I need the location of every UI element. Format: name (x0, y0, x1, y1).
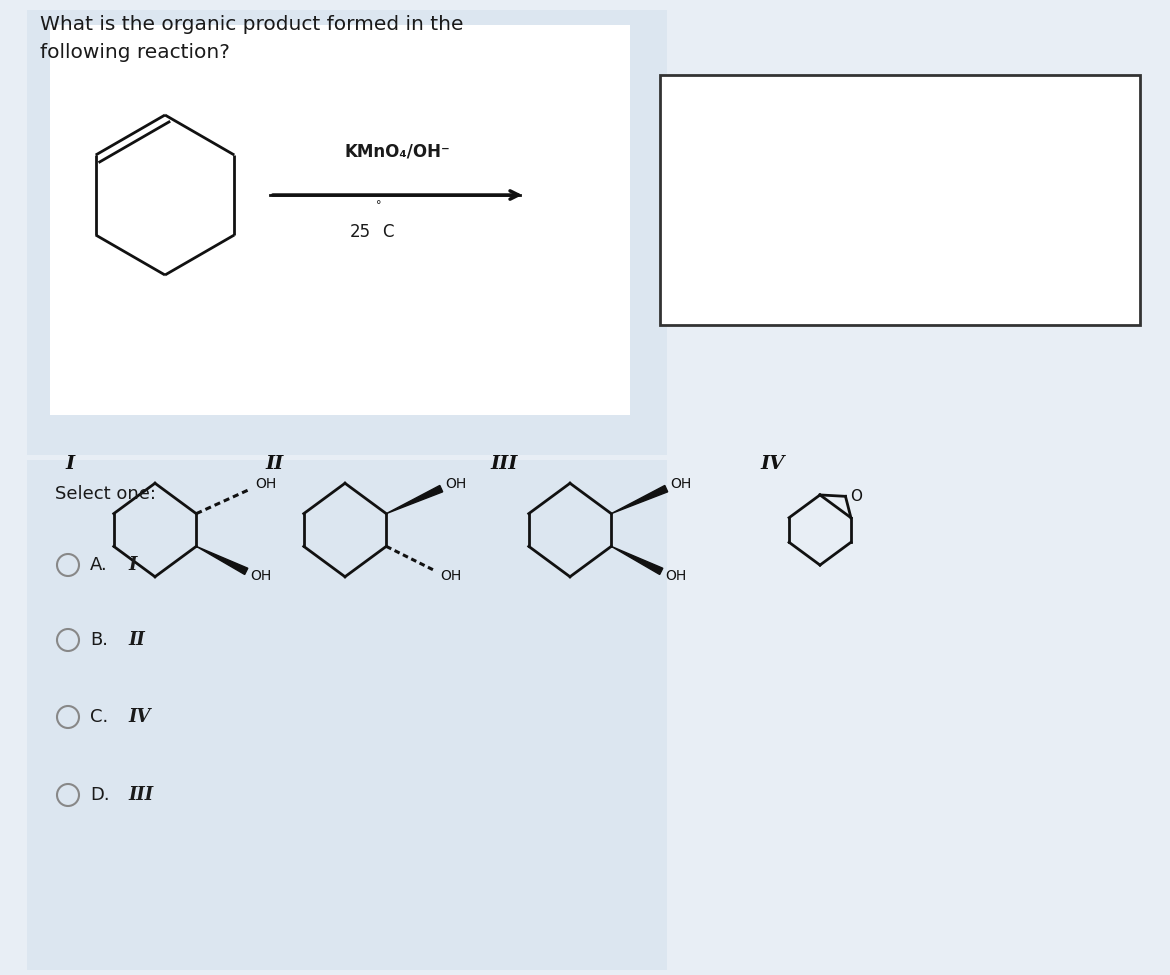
Text: II: II (128, 631, 145, 649)
FancyBboxPatch shape (27, 10, 667, 455)
FancyBboxPatch shape (27, 460, 667, 970)
Polygon shape (611, 546, 663, 574)
FancyBboxPatch shape (660, 75, 1140, 325)
Text: OH: OH (255, 477, 276, 490)
Polygon shape (197, 546, 248, 574)
Text: A.: A. (90, 556, 108, 574)
Text: Select one:: Select one: (55, 485, 156, 503)
Text: B.: B. (90, 631, 108, 649)
Text: C: C (381, 223, 393, 241)
Text: OH: OH (670, 477, 691, 490)
Text: D.: D. (90, 786, 110, 804)
Text: OH: OH (250, 569, 271, 583)
Text: I: I (66, 455, 74, 473)
Polygon shape (611, 486, 668, 514)
FancyBboxPatch shape (50, 25, 629, 415)
Text: following reaction?: following reaction? (40, 43, 229, 62)
Text: C.: C. (90, 708, 109, 726)
Text: III: III (128, 786, 153, 804)
Text: 25: 25 (350, 223, 371, 241)
Text: OH: OH (440, 569, 461, 583)
Text: What is the organic product formed in the: What is the organic product formed in th… (40, 15, 463, 34)
Text: OH: OH (446, 477, 467, 490)
Text: III: III (490, 455, 517, 473)
Text: IV: IV (128, 708, 151, 726)
Text: °: ° (376, 200, 381, 210)
Text: II: II (264, 455, 283, 473)
Text: O: O (851, 488, 862, 504)
Text: KMnO₄/OH⁻: KMnO₄/OH⁻ (344, 142, 450, 160)
Text: IV: IV (760, 455, 784, 473)
Polygon shape (386, 486, 442, 514)
Text: I: I (128, 556, 137, 574)
Text: OH: OH (666, 569, 687, 583)
